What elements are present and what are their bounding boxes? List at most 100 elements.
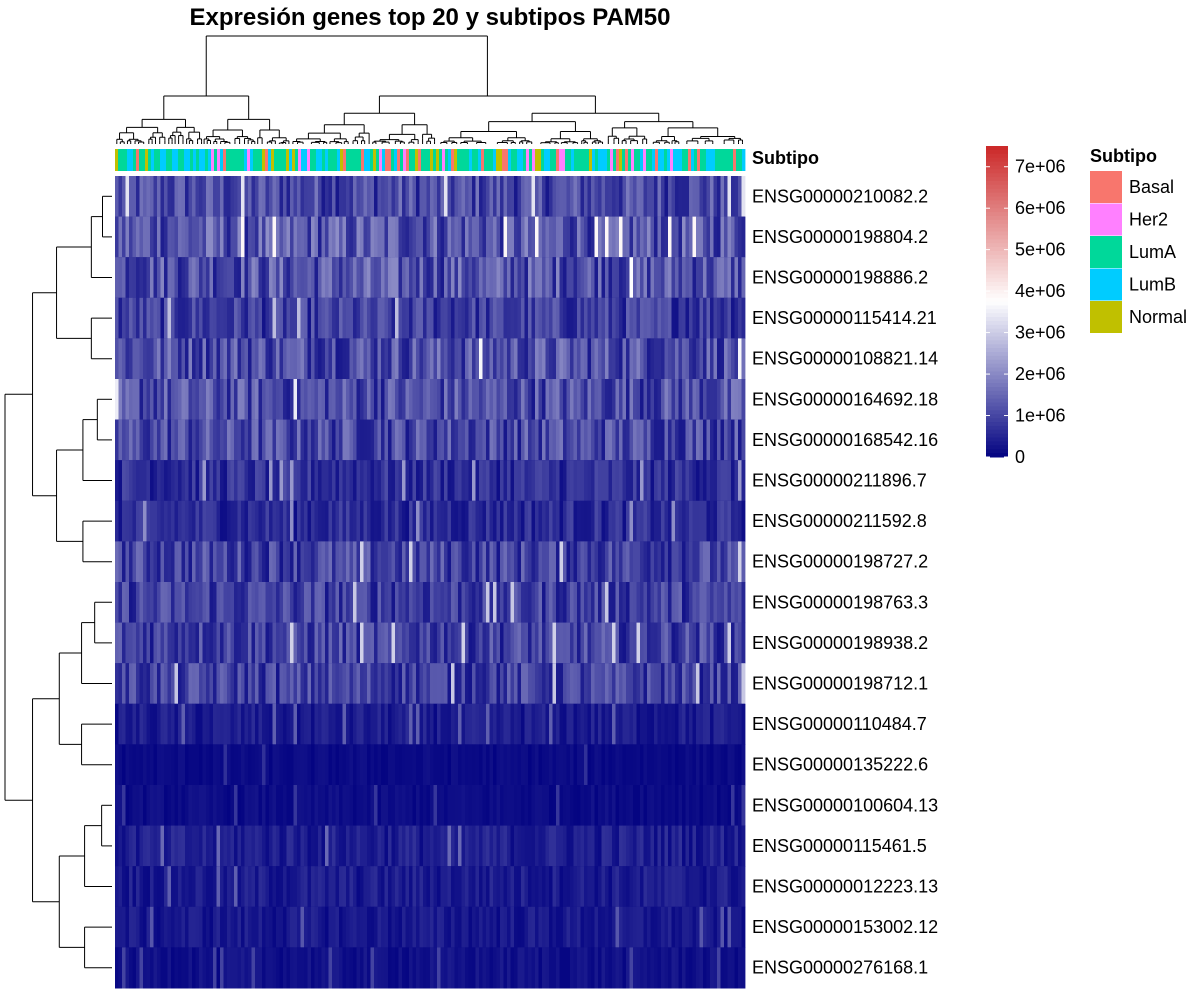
heatmap-cell <box>713 216 718 258</box>
heatmap-cell <box>521 785 525 827</box>
heatmap-cell <box>661 785 665 827</box>
heatmap-cell <box>552 703 557 745</box>
heatmap-cell <box>430 663 434 705</box>
heatmap-cell <box>367 582 371 624</box>
heatmap-cell <box>734 176 739 218</box>
heatmap-cell <box>370 297 375 339</box>
heatmap-cell <box>356 663 361 705</box>
heatmap-cell <box>580 785 585 827</box>
heatmap-cell <box>584 866 588 908</box>
heatmap-cell <box>486 541 490 583</box>
heatmap-cell <box>349 176 354 218</box>
heatmap-cell <box>206 297 210 339</box>
heatmap-cell <box>682 582 686 624</box>
heatmap-cell <box>430 947 434 989</box>
heatmap-cell <box>342 663 347 705</box>
heatmap-cell <box>514 703 518 745</box>
heatmap-cell <box>227 582 231 624</box>
heatmap-cell <box>374 460 378 502</box>
heatmap-cell <box>230 460 235 502</box>
heatmap-cell <box>647 866 651 908</box>
heatmap-cell <box>230 297 235 339</box>
heatmap-cell <box>647 825 651 867</box>
heatmap-cell <box>696 500 700 542</box>
heatmap-cell <box>300 176 305 218</box>
color-scale-segment <box>986 165 1008 170</box>
heatmap-cell <box>146 744 151 786</box>
heatmap-cell <box>608 297 613 339</box>
heatmap-cell <box>412 379 417 421</box>
heatmap-cell <box>412 785 417 827</box>
heatmap-cell <box>538 582 543 624</box>
annotation-cell <box>253 149 257 171</box>
heatmap-cell <box>206 419 210 461</box>
heatmap-cell <box>510 825 515 867</box>
heatmap-cell <box>741 866 746 908</box>
heatmap-cell <box>384 176 389 218</box>
heatmap-cell <box>258 866 263 908</box>
heatmap-cell <box>234 176 238 218</box>
heatmap-cell <box>206 541 210 583</box>
heatmap-cell <box>167 866 172 908</box>
heatmap-cell <box>584 744 588 786</box>
heatmap-cell <box>164 257 168 299</box>
heatmap-cell <box>283 338 287 380</box>
heatmap-cell <box>734 663 739 705</box>
heatmap-cell <box>664 419 669 461</box>
heatmap-cell <box>664 297 669 339</box>
heatmap-cell <box>164 582 168 624</box>
heatmap-cell <box>311 825 315 867</box>
annotation-cell <box>319 149 323 171</box>
heatmap-cell <box>521 216 525 258</box>
heatmap-cell <box>654 257 658 299</box>
heatmap-cell <box>251 744 256 786</box>
heatmap-cell <box>675 297 679 339</box>
heatmap-cell <box>160 419 165 461</box>
heatmap-cell <box>738 541 742 583</box>
heatmap-cell <box>426 216 431 258</box>
heatmap-cell <box>143 825 147 867</box>
heatmap-cell <box>143 582 147 624</box>
heatmap-cell <box>230 379 235 421</box>
heatmap-cell <box>717 541 721 583</box>
heatmap-cell <box>724 176 728 218</box>
color-scale-segment <box>986 309 1008 314</box>
heatmap-cell <box>150 460 154 502</box>
heatmap-cell <box>699 947 704 989</box>
heatmap-cell <box>412 866 417 908</box>
heatmap-cell <box>300 338 305 380</box>
heatmap-cell <box>517 379 522 421</box>
gene-label: ENSG00000115414.21 <box>752 308 937 328</box>
heatmap-cell <box>230 663 235 705</box>
heatmap-cell <box>573 216 578 258</box>
heatmap-cell <box>671 338 676 380</box>
color-scale-segment <box>986 169 1008 174</box>
heatmap-cell <box>143 460 147 502</box>
heatmap-cell <box>517 297 522 339</box>
heatmap-cell <box>591 866 595 908</box>
heatmap-cell <box>692 338 697 380</box>
heatmap-cell <box>738 906 742 948</box>
annotation-cell <box>649 149 653 171</box>
heatmap-cell <box>419 297 424 339</box>
heatmap-cell <box>293 947 298 989</box>
heatmap-cell <box>171 257 175 299</box>
heatmap-cell <box>157 297 161 339</box>
annotation-cell <box>643 149 647 171</box>
heatmap-cell <box>619 785 623 827</box>
heatmap-cell <box>122 866 126 908</box>
heatmap-cell <box>192 947 196 989</box>
color-scale-segment <box>986 429 1008 435</box>
heatmap-cell <box>262 906 266 948</box>
heatmap-cell <box>598 419 602 461</box>
heatmap-cell <box>682 257 686 299</box>
heatmap-cell <box>440 582 445 624</box>
heatmap-cell <box>332 176 336 218</box>
heatmap-cell <box>265 379 270 421</box>
heatmap-cell <box>181 379 186 421</box>
heatmap-cell <box>479 744 483 786</box>
heatmap-cell <box>685 785 690 827</box>
heatmap-cell <box>181 338 186 380</box>
heatmap-cell <box>444 257 448 299</box>
heatmap-cell <box>524 663 529 705</box>
